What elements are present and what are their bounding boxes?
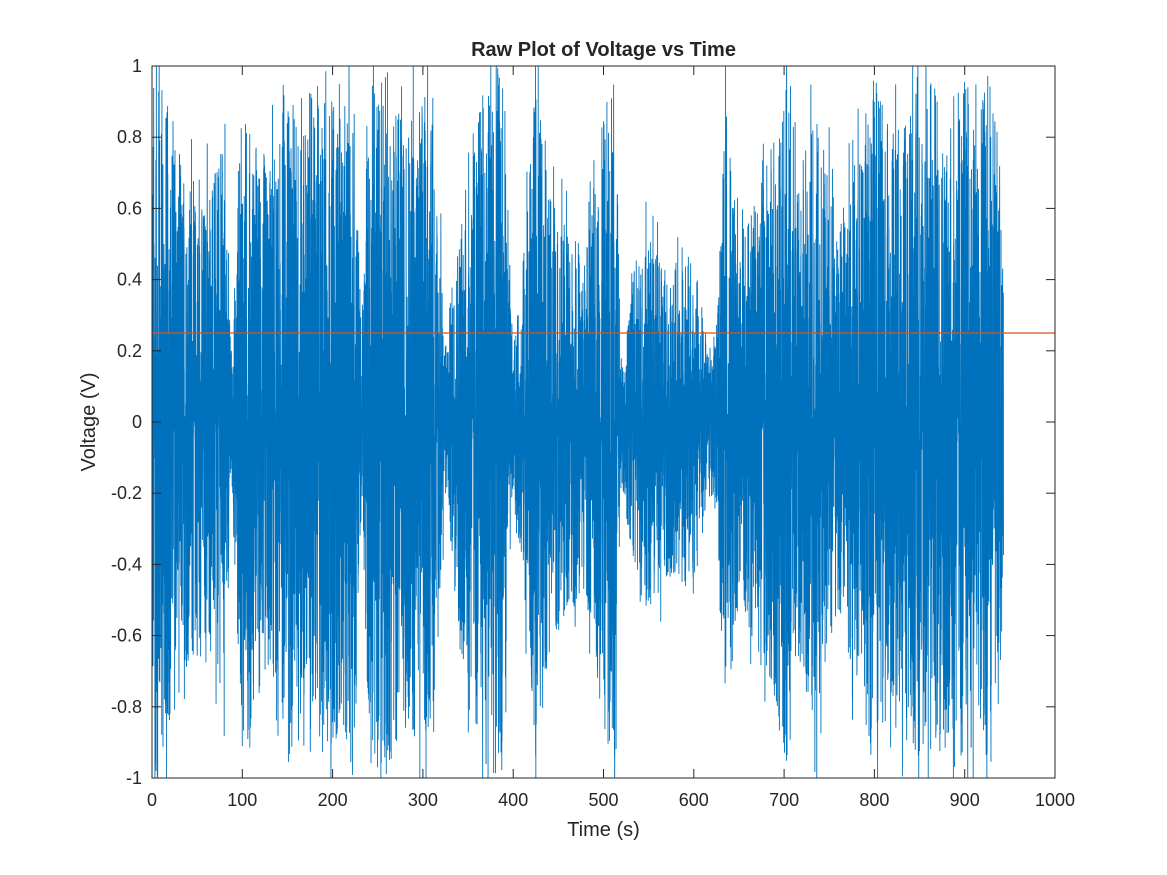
voltage-signal-line	[151, 65, 1004, 779]
voltage-signal-series	[151, 65, 1004, 779]
y-tick-label: 0.4	[117, 270, 142, 290]
y-tick-label: 0.8	[117, 127, 142, 147]
y-tick-label: -0.8	[111, 697, 142, 717]
y-axis-ticks: 1 0.8 0.6 0.4 0.2 0 -0.2 -0.4 -0.6 -0.8 -1	[111, 56, 1055, 788]
x-tick-label: 700	[769, 790, 799, 810]
y-tick-label: 0.2	[117, 341, 142, 361]
x-tick-label: 900	[950, 790, 980, 810]
y-tick-label: -0.6	[111, 626, 142, 646]
x-tick-label: 1000	[1035, 790, 1075, 810]
x-tick-label: 800	[859, 790, 889, 810]
y-tick-label: 0	[132, 412, 142, 432]
x-tick-label: 100	[227, 790, 257, 810]
y-tick-label: -1	[126, 768, 142, 788]
x-axis-ticks: 0 100 200 300 400 500 600 700 800 900 1000	[147, 66, 1075, 810]
x-tick-label: 200	[318, 790, 348, 810]
x-tick-label: 600	[679, 790, 709, 810]
y-axis-title: Voltage (V)	[78, 373, 100, 472]
x-tick-label: 0	[147, 790, 157, 810]
y-tick-label: 1	[132, 56, 142, 76]
chart-title: Raw Plot of Voltage vs Time	[471, 39, 736, 61]
y-tick-label: -0.2	[111, 483, 142, 503]
x-tick-label: 400	[498, 790, 528, 810]
x-tick-label: 500	[588, 790, 618, 810]
x-tick-label: 300	[408, 790, 438, 810]
x-axis-title: Time (s)	[567, 819, 640, 841]
y-tick-label: 0.6	[117, 198, 142, 218]
y-tick-label: -0.4	[111, 554, 142, 574]
